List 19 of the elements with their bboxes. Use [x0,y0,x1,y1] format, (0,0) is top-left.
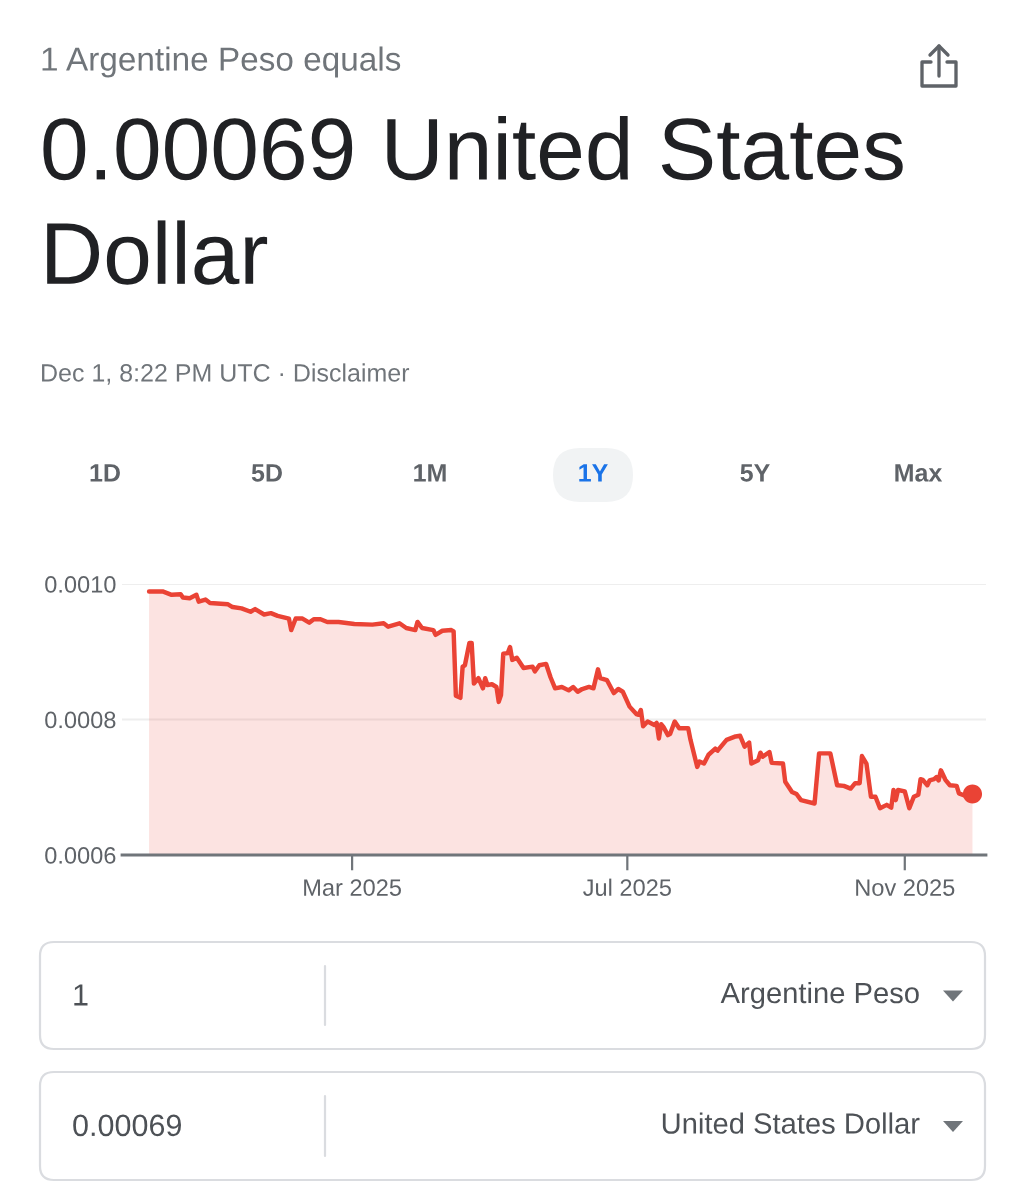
text: 5D [251,464,282,482]
text: 1M [414,464,446,482]
text: 1D [90,464,120,482]
x-tick-label: Jul 2025 [583,878,671,896]
x-tick-label: Nov 2025 [856,879,955,896]
text: United States Dollar [662,1112,920,1134]
y-tick-label: 0.0008 [45,711,116,729]
chart-subtitle: 0.00069 United States Dollar [43,116,903,285]
y-tick-label: 0.0010 [45,576,116,593]
text: Max [895,464,943,482]
x-tick-label: Mar 2025 [304,879,401,896]
y-tick-label: 0.0006 [45,847,116,864]
text: 1 [74,984,88,1006]
text: Argentine Peso [720,981,919,1010]
text: 0.00069 [73,1114,181,1137]
text: Dec 1, 8:22 PM UTC · Disclaimer [42,363,410,385]
chart-title: 1 Argentine Peso equals [42,46,401,78]
text: 5Y [740,464,770,482]
text: 1Y [579,464,608,482]
